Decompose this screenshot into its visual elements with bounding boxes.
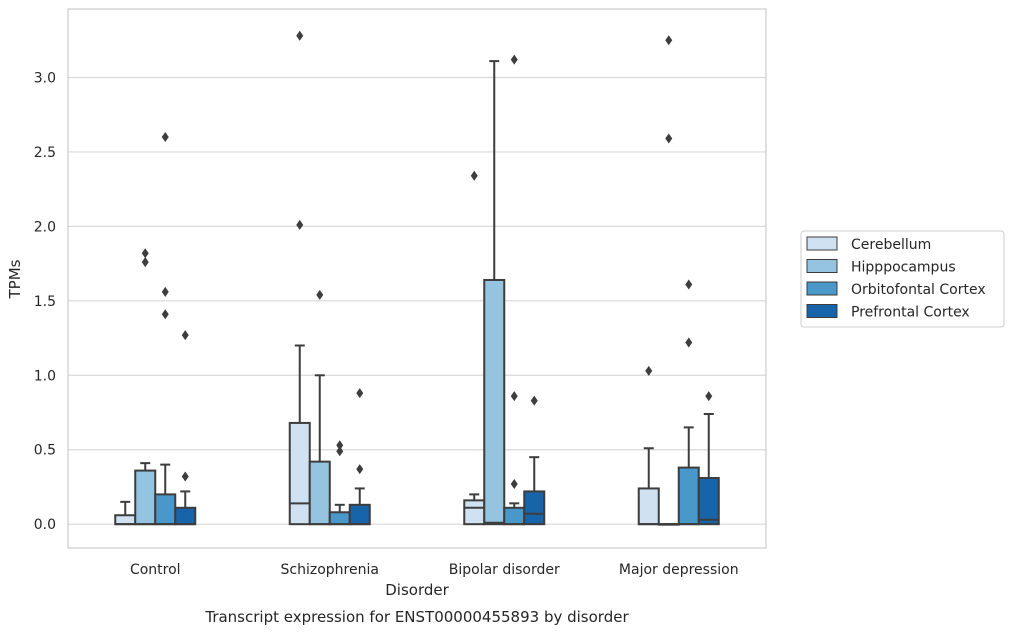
outlier-point [356,388,364,399]
box-group [308,289,331,526]
box-group [483,60,506,526]
box-iqr [463,499,486,526]
box-iqr [348,503,371,526]
box-iqr [483,278,506,526]
y-tick-label: 0.5 [34,443,56,459]
x-tick-label: Major depression [619,562,739,578]
box-group [503,54,526,526]
x-axis-label: Disorder [385,581,449,599]
box-group [697,391,720,526]
legend-swatch [806,236,838,251]
outlier-point [161,309,169,320]
y-axis-label: TPMs [6,259,24,299]
axis-tick-labels: 0.0 0.5 1.0 1.5 2.0 2.5 3.0 Control Schizophreni… [34,70,739,578]
outlier-point [645,365,653,376]
y-tick-label: 3.0 [34,70,56,86]
box-group [154,132,177,526]
outlier-point [141,248,149,259]
legend: Cerebellum Hipppocampus Orbitofontal Corte… [800,230,1005,328]
box-group [348,388,371,526]
outlier-point [141,257,149,268]
box-iqr [637,487,660,526]
legend-label: Prefrontal Cortex [851,305,970,321]
outlier-point [181,330,189,341]
box-iqr [677,466,700,526]
box-plot-marks [114,30,720,526]
y-tick-label: 1.0 [34,368,56,384]
outlier-point [665,35,673,46]
outlier-point [685,279,693,290]
outlier-point [181,471,189,482]
box-iqr [174,506,197,526]
x-tick-label: Control [130,562,181,578]
y-tick-label: 0.0 [34,517,56,533]
box-iqr [328,511,351,526]
box-iqr [154,493,177,526]
outlier-point [530,395,538,406]
y-tick-label: 1.5 [34,294,56,310]
box-iqr [503,506,526,526]
box-group [114,500,137,526]
outlier-point [296,30,304,41]
legend-swatch [806,304,838,318]
outlier-point [510,478,518,489]
outlier-point [705,391,713,402]
outlier-point [336,446,344,457]
plot-area-frame [67,8,767,549]
box-iqr [523,490,546,526]
legend-swatch [806,259,838,273]
legend-frame [800,230,1005,328]
box-iqr [308,460,331,526]
outlier-point [356,464,364,475]
box-iqr [134,469,157,526]
legend-label: Cerebellum [851,237,931,253]
outlier-point [161,286,169,297]
chart-caption: Transcript expression for ENST0000045589… [204,608,629,626]
box-iqr [697,477,720,526]
box-group [677,279,700,526]
box-group [523,395,546,526]
box-iqr [114,514,137,526]
box-iqr [288,421,311,526]
box-group [174,330,197,526]
outlier-point [296,219,304,230]
outlier-point [336,440,344,451]
box-group [637,365,660,526]
outlier-point [316,289,324,300]
outlier-point [510,54,518,65]
legend-label: Orbitofontal Cortex [851,282,986,298]
y-tick-label: 2.0 [34,219,56,235]
outlier-point [470,170,478,181]
x-tick-label: Bipolar disorder [449,562,560,578]
y-tick-label: 2.5 [34,145,56,161]
x-tick-label: Schizophrenia [281,562,379,578]
outlier-point [161,132,169,143]
outlier-point [665,133,673,144]
legend-label: Hipppocampus [851,260,956,276]
legend-swatch [806,281,838,296]
outlier-point [685,337,693,348]
outlier-point [510,391,518,402]
box-group [328,440,351,526]
